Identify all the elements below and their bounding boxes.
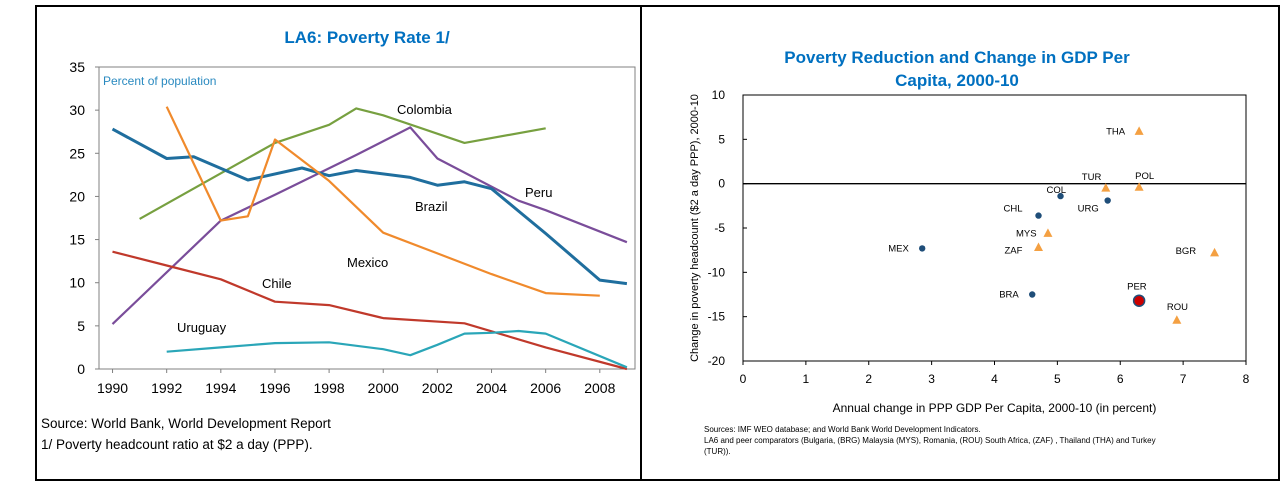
point-pol	[1134, 182, 1144, 191]
x-tick-label: 1998	[314, 380, 345, 396]
y-tick-label: 10	[712, 88, 726, 102]
series-label-uruguay: Uruguay	[177, 320, 227, 335]
y-tick-label: 0	[718, 177, 725, 191]
left-footnote: 1/ Poverty headcount ratio at $2 a day (…	[41, 437, 313, 452]
x-tick-label: 1992	[151, 380, 182, 396]
y-axis-label: Percent of population	[103, 74, 216, 88]
poverty-gdp-chart: Poverty Reduction and Change in GDP Per C…	[689, 48, 1250, 415]
y-tick-label: 5	[718, 132, 725, 146]
x-tick-label: 2000	[368, 380, 399, 396]
point-mex	[918, 245, 926, 252]
x-tick-label: 6	[1117, 372, 1124, 386]
right-sources-line2: LA6 and peer comparators (Bulgaria, (BRG…	[704, 436, 1156, 445]
y-tick-label: -5	[714, 221, 725, 235]
left-notes: Source: World Bank, World Development Re…	[41, 413, 331, 455]
point-zaf	[1034, 242, 1044, 252]
plot-frame	[98, 66, 636, 370]
point-col	[1057, 192, 1064, 200]
point-per	[1132, 294, 1146, 307]
x-tick-label: 4	[991, 372, 998, 386]
x-tick-label: 3	[928, 372, 935, 386]
y-tick-label: 15	[69, 232, 85, 248]
right-sources: Sources: IMF WEO database; and World Ban…	[704, 424, 1276, 457]
point-bgr	[1210, 247, 1220, 257]
series-line-chile	[112, 250, 628, 371]
x-tick-label: 2006	[530, 380, 561, 396]
series-label-mexico: Mexico	[347, 255, 388, 270]
point-label-pol: POL	[1135, 171, 1154, 182]
point-label-per: PER	[1127, 282, 1147, 293]
point-bra	[1029, 291, 1036, 298]
series-label-brazil: Brazil	[415, 199, 448, 214]
right-sources-line3: (TUR)).	[704, 447, 731, 456]
point-rou	[1172, 315, 1182, 324]
x-tick-label: 8	[1243, 372, 1250, 386]
series-line-colombia	[139, 107, 546, 220]
y-tick-label: -15	[708, 310, 726, 324]
x-tick-label: 7	[1180, 372, 1187, 386]
x-tick-label: 2004	[476, 380, 507, 396]
point-chl	[1035, 212, 1042, 219]
chart-title-line2: Capita, 2000-10	[895, 71, 1019, 90]
y-tick-label: 25	[69, 145, 85, 161]
series-label-colombia: Colombia	[397, 102, 453, 117]
x-tick-label: 2	[865, 372, 872, 386]
series-line-brazil	[111, 127, 628, 286]
x-axis-label: Annual change in PPP GDP Per Capita, 200…	[833, 401, 1157, 415]
y-tick-label: -20	[708, 354, 726, 368]
series-label-peru: Peru	[525, 185, 552, 200]
y-tick-label: 35	[69, 59, 85, 75]
x-tick-label: 2008	[584, 380, 615, 396]
x-tick-label: 1990	[97, 380, 128, 396]
poverty-rate-panel: LA6: Poverty Rate 1/0 5 10 15 20 25 30 35 1990 19…	[35, 5, 640, 481]
point-urg	[1104, 197, 1111, 204]
y-axis-label: Change in poverty headcount ($2 a day PP…	[689, 94, 701, 362]
point-label-bgr: BGR	[1176, 246, 1197, 257]
y-tick-label: 30	[69, 102, 85, 118]
series-line-mexico	[165, 106, 600, 297]
point-label-col: COL	[1047, 185, 1067, 196]
x-tick-label: 5	[1054, 372, 1061, 386]
x-tick-label: 1	[803, 372, 810, 386]
x-tick-label: 0	[740, 372, 747, 386]
series-line-peru	[111, 126, 628, 325]
left-source: Source: World Bank, World Development Re…	[41, 416, 331, 431]
plot-frame	[742, 94, 1247, 362]
point-label-tur: TUR	[1082, 172, 1102, 183]
point-mys	[1043, 228, 1053, 237]
right-sources-line1: Sources: IMF WEO database; and World Ban…	[704, 425, 981, 434]
point-label-tha: THA	[1106, 126, 1126, 137]
chart-title-line1: Poverty Reduction and Change in GDP Per	[784, 48, 1130, 67]
series-line-uruguay	[166, 329, 628, 369]
point-tur	[1101, 183, 1111, 192]
y-tick-label: 20	[69, 188, 85, 204]
chart-title: LA6: Poverty Rate 1/	[284, 28, 450, 47]
point-tha	[1134, 126, 1144, 135]
point-label-urg: URG	[1078, 204, 1099, 215]
poverty-gdp-panel: Poverty Reduction and Change in GDP Per C…	[640, 5, 1280, 481]
point-label-zaf: ZAF	[1005, 246, 1023, 257]
point-label-rou: ROU	[1167, 302, 1188, 313]
point-label-mex: MEX	[888, 243, 909, 254]
x-tick-label: 1996	[259, 380, 290, 396]
y-tick-label: -10	[708, 265, 726, 279]
point-label-mys: MYS	[1016, 228, 1037, 239]
point-label-bra: BRA	[999, 290, 1019, 301]
y-tick-label: 10	[69, 275, 85, 291]
poverty-rate-chart: LA6: Poverty Rate 1/0 5 10 15 20 25 30 35 1990 19…	[69, 28, 636, 396]
point-label-chl: CHL	[1004, 204, 1023, 215]
x-tick-label: 1994	[205, 380, 236, 396]
y-tick-label: 5	[77, 318, 85, 334]
series-label-chile: Chile	[262, 276, 292, 291]
y-tick-label: 0	[77, 361, 85, 377]
x-tick-label: 2002	[422, 380, 453, 396]
